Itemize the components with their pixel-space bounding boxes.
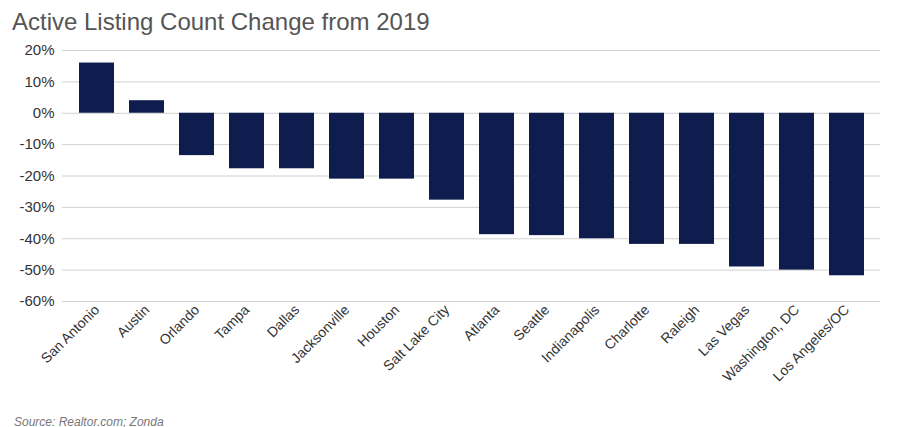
svg-text:0%: 0%	[33, 104, 55, 121]
svg-text:-20%: -20%	[19, 167, 54, 184]
svg-text:Jacksonville: Jacksonville	[288, 301, 353, 366]
svg-text:Orlando: Orlando	[156, 301, 203, 348]
svg-text:San Antonio: San Antonio	[38, 301, 103, 366]
svg-text:Salt Lake City: Salt Lake City	[380, 301, 452, 373]
html-text:Active Listing Count Change fr: Active Listing Count Change from 2019	[12, 8, 430, 35]
svg-text:Washington, DC: Washington, DC	[719, 301, 803, 385]
svg-text:-50%: -50%	[19, 261, 54, 278]
svg-text:Seattle: Seattle	[510, 301, 552, 343]
svg-text:Las Vegas: Las Vegas	[694, 301, 753, 359]
svg-text:Tampa: Tampa	[211, 301, 252, 342]
svg-text:20%: 20%	[24, 41, 54, 58]
svg-text:Los Angeles/OC: Los Angeles/OC	[769, 301, 852, 384]
svg-text:-40%: -40%	[19, 230, 54, 247]
svg-text:Indianapolis: Indianapolis	[538, 301, 602, 365]
svg-text:Dallas: Dallas	[263, 301, 302, 340]
svg-text:-60%: -60%	[19, 292, 54, 309]
svg-text:10%: 10%	[24, 73, 54, 90]
svg-text:Raleigh: Raleigh	[657, 301, 702, 346]
svg-text:Austin: Austin	[113, 301, 152, 340]
svg-text:Houston: Houston	[354, 301, 402, 349]
svg-text:Charlotte: Charlotte	[601, 301, 653, 353]
svg-text:-10%: -10%	[19, 135, 54, 152]
svg-text:-30%: -30%	[19, 198, 54, 215]
svg-text:Atlanta: Atlanta	[460, 301, 502, 343]
